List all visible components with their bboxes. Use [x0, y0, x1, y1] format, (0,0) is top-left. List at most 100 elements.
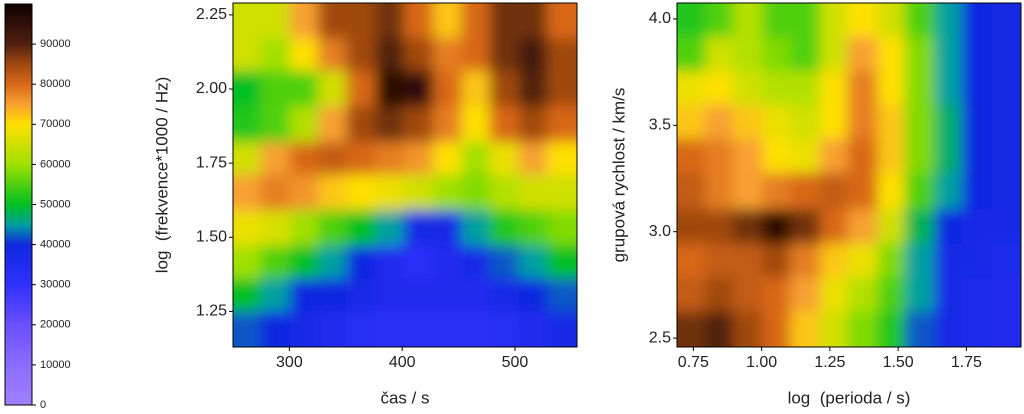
- heatmap-cell: [489, 71, 520, 107]
- heatmap-cell: [733, 105, 764, 141]
- x-tick-label: 500: [502, 354, 529, 371]
- heatmap-cell: [261, 142, 292, 178]
- heatmap-cell: [346, 278, 377, 314]
- heatmap-cell: [962, 0, 993, 39]
- heatmap-cell: [519, 246, 550, 282]
- heatmap-cell: [461, 175, 492, 211]
- heatmap-cell: [547, 38, 594, 74]
- heatmap-cell: [376, 142, 407, 178]
- heatmap-cell: [905, 0, 936, 39]
- heatmap-cell: [763, 243, 794, 279]
- heatmap-cell: [461, 142, 492, 178]
- heatmap-cell: [905, 209, 936, 245]
- heatmap-cell: [763, 139, 794, 175]
- heatmap-cell: [847, 71, 878, 107]
- heatmap-cell: [404, 175, 435, 211]
- colorbar-tick-label: 20000: [40, 319, 71, 331]
- heatmap-cell: [404, 0, 435, 39]
- heatmap-cell: [763, 105, 794, 141]
- heatmap-cell: [877, 37, 908, 73]
- heatmap-cell: [820, 139, 851, 175]
- heatmap-cell: [705, 71, 736, 107]
- heatmap-cell: [346, 38, 377, 74]
- heatmap-cell: [733, 37, 764, 73]
- heatmap-cell: [216, 106, 263, 142]
- heatmap-cell: [376, 71, 407, 107]
- heatmap-cell: [547, 175, 594, 211]
- heatmap-cell: [519, 71, 550, 107]
- heatmap-cell: [290, 71, 321, 107]
- heatmap-cell: [547, 311, 594, 363]
- heatmap-cell: [290, 246, 321, 282]
- heatmap-cell: [962, 37, 993, 73]
- heatmap-cell: [318, 311, 349, 363]
- heatmap-cell: [705, 105, 736, 141]
- heatmap-cell: [433, 71, 464, 107]
- colorbar-tick-label: 10000: [40, 359, 71, 371]
- colorbar-tick-label: 40000: [40, 239, 71, 251]
- heatmap-cell: [659, 139, 706, 175]
- heatmap-cell: [935, 243, 966, 279]
- heatmap-cell: [547, 0, 594, 39]
- heatmap-cell: [847, 277, 878, 313]
- heatmap-cell: [376, 106, 407, 142]
- y-tick-label: 1.25: [196, 303, 227, 320]
- heatmap-cell: [962, 209, 993, 245]
- heatmap-cell: [847, 173, 878, 209]
- heatmap-cell: [519, 175, 550, 211]
- heatmap-cell: [290, 38, 321, 74]
- colorbar-tick-label: 80000: [40, 78, 71, 90]
- x-tick-label: 1.50: [883, 354, 914, 371]
- heatmap-cell: [820, 209, 851, 245]
- heatmap-cell: [547, 106, 594, 142]
- heatmap-cell: [820, 0, 851, 39]
- heatmap-cell: [847, 243, 878, 279]
- heatmap-cell: [404, 278, 435, 314]
- heatmap-cell: [489, 175, 520, 211]
- heatmap-cell: [935, 37, 966, 73]
- heatmap-cell: [877, 0, 908, 39]
- heatmap-cell: [820, 71, 851, 107]
- heatmap-cell: [346, 246, 377, 282]
- heatmap-cell: [847, 37, 878, 73]
- colorbar-tick-label: 70000: [40, 118, 71, 130]
- heatmap-cell: [547, 278, 594, 314]
- heatmap-cell: [433, 38, 464, 74]
- heatmap-cell: [346, 0, 377, 39]
- heatmap-cell: [935, 209, 966, 245]
- colorbar-tick-label: 50000: [40, 198, 71, 210]
- heatmap-cell: [659, 37, 706, 73]
- heatmap-cell: [659, 243, 706, 279]
- heatmap-cell: [992, 71, 1024, 107]
- heatmap-cell: [733, 277, 764, 313]
- y-tick-label: 3.0: [649, 223, 671, 240]
- heatmap-cell: [290, 142, 321, 178]
- heatmap-cell: [992, 173, 1024, 209]
- y-tick-label: 3.5: [649, 117, 671, 134]
- heatmap-cell: [547, 71, 594, 107]
- heatmap-cell: [433, 175, 464, 211]
- heatmap-cell: [290, 175, 321, 211]
- heatmap-cell: [705, 311, 736, 363]
- heatmap-cell: [992, 209, 1024, 245]
- y-tick-label: 2.25: [196, 6, 227, 23]
- y-axis-label: grupová rychlost / km/s: [609, 88, 628, 263]
- heatmap-cell: [992, 105, 1024, 141]
- heatmap-cell: [461, 210, 492, 246]
- heatmap-cell: [790, 277, 821, 313]
- heatmap-cell: [935, 173, 966, 209]
- heatmap-cell: [318, 0, 349, 39]
- heatmap-cell: [547, 210, 594, 246]
- heatmap-cell: [519, 210, 550, 246]
- heatmap-cell: [318, 175, 349, 211]
- heatmap: [659, 0, 1024, 364]
- y-tick-label: 2.00: [196, 80, 227, 97]
- heatmap-cell: [261, 210, 292, 246]
- heatmap-cell: [935, 105, 966, 141]
- heatmap-cell: [962, 71, 993, 107]
- heatmap-cell: [461, 278, 492, 314]
- heatmap-cell: [847, 105, 878, 141]
- heatmap-cell: [705, 37, 736, 73]
- heatmap-cell: [847, 311, 878, 363]
- heatmap-cell: [404, 106, 435, 142]
